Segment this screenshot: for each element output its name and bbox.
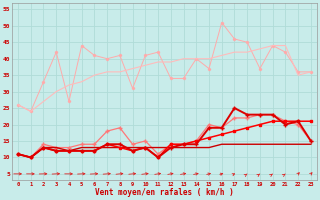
X-axis label: Vent moyen/en rafales ( km/h ): Vent moyen/en rafales ( km/h ) bbox=[95, 188, 234, 197]
